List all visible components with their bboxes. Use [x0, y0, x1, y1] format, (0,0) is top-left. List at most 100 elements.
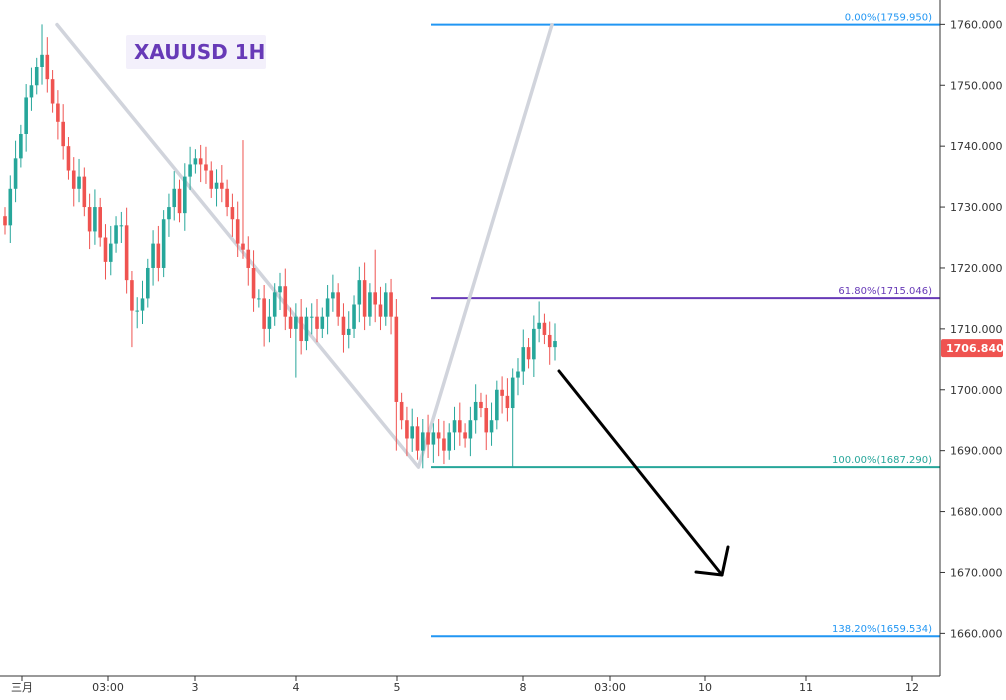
candle	[93, 189, 97, 245]
candle-body	[516, 371, 520, 378]
candle	[346, 311, 351, 349]
candle-body	[294, 316, 298, 329]
candle	[553, 323, 557, 361]
candle	[34, 57, 39, 95]
candle-body	[299, 316, 303, 342]
candle	[309, 303, 314, 335]
time-tick-label: 12	[905, 681, 919, 694]
candle	[114, 216, 118, 253]
candle	[315, 299, 319, 343]
candle-body	[315, 316, 319, 329]
price-tick-label: 1710.000	[950, 323, 1003, 336]
price-axis[interactable]: 1760.000 1750.000 1740.000 1730.000 1720.000…	[0, 0, 1003, 677]
candle	[547, 321, 552, 365]
candle-body	[336, 292, 340, 317]
candle-body	[442, 438, 446, 451]
candle-body	[119, 225, 124, 227]
candle	[251, 250, 256, 312]
candle-body	[151, 243, 155, 268]
zigzag-line	[55, 22, 554, 469]
candle-body	[235, 219, 240, 244]
candle	[341, 303, 346, 353]
candle	[119, 211, 124, 243]
candle	[510, 368, 515, 468]
candle	[452, 406, 457, 451]
candle-body	[209, 170, 214, 189]
candle	[267, 299, 272, 343]
candle-body	[56, 103, 60, 122]
candle-body	[204, 164, 208, 171]
candle	[257, 289, 261, 308]
time-tick-label: 8	[520, 681, 527, 694]
candle	[98, 197, 102, 247]
candle-body	[71, 170, 76, 189]
candle-body	[29, 85, 34, 98]
trend-arrow[interactable]	[557, 369, 730, 577]
candle-body	[389, 292, 393, 317]
candle	[209, 161, 214, 198]
fib-retracement[interactable]: 0.00%(1759.950) 61.80%(1715.046) 100.00%(1…	[431, 13, 940, 638]
candle	[151, 230, 155, 286]
candle	[82, 167, 87, 217]
candle	[489, 402, 494, 446]
candle	[225, 179, 229, 217]
candle	[331, 274, 335, 312]
time-tick-label: 3	[192, 681, 199, 694]
current-price-tag-background	[941, 339, 1003, 358]
candle-body	[24, 97, 28, 134]
candle-body	[542, 322, 547, 335]
current-price-tag: 1706.840	[941, 339, 1004, 358]
price-tick-label: 1670.000	[950, 566, 1003, 579]
candle-body	[463, 432, 467, 439]
candle-body	[246, 249, 251, 268]
zigzag-pattern[interactable]	[55, 22, 554, 469]
symbol-title: XAUUSD 1H	[126, 35, 266, 69]
candle-body	[320, 316, 325, 329]
candle	[61, 104, 65, 160]
time-tick-label: 5	[394, 681, 401, 694]
candle	[447, 423, 452, 460]
candle-body	[436, 432, 441, 439]
candle-body	[283, 286, 288, 317]
candle	[362, 262, 367, 331]
candle	[156, 225, 161, 282]
candle	[532, 315, 536, 377]
candle-body	[188, 164, 192, 177]
candle	[230, 193, 235, 237]
candle	[262, 285, 266, 347]
candle-body	[145, 267, 150, 299]
candle-body	[40, 54, 44, 67]
candle	[183, 163, 187, 231]
candle-body	[140, 298, 145, 311]
candle	[500, 376, 504, 414]
candle-body	[19, 133, 23, 159]
candle-body	[3, 216, 7, 226]
fib-level-label: 61.80%(1715.046)	[838, 286, 932, 297]
candle	[13, 140, 18, 203]
candle-body	[13, 158, 18, 189]
candle-body	[172, 188, 177, 208]
candle-body	[50, 79, 55, 104]
candle-body	[66, 146, 71, 171]
candle-body	[495, 389, 499, 421]
candle	[71, 157, 76, 207]
candle	[24, 84, 28, 152]
candle-body	[489, 420, 494, 433]
candle-body	[346, 328, 351, 335]
candle	[495, 380, 499, 430]
candle	[420, 418, 425, 469]
candle	[241, 140, 245, 259]
candle-body	[288, 316, 293, 329]
candle-body	[304, 316, 309, 342]
time-axis[interactable]: 三月 03:00 3 4 5 8 03:00 10 11 12	[11, 676, 919, 694]
candle-body	[114, 225, 118, 244]
candle	[77, 158, 81, 203]
candle-body	[452, 420, 457, 433]
candle-body	[352, 304, 356, 329]
candle	[484, 394, 489, 451]
candle-body	[537, 322, 541, 329]
price-tick-label: 1680.000	[950, 506, 1003, 519]
candle	[193, 149, 198, 174]
